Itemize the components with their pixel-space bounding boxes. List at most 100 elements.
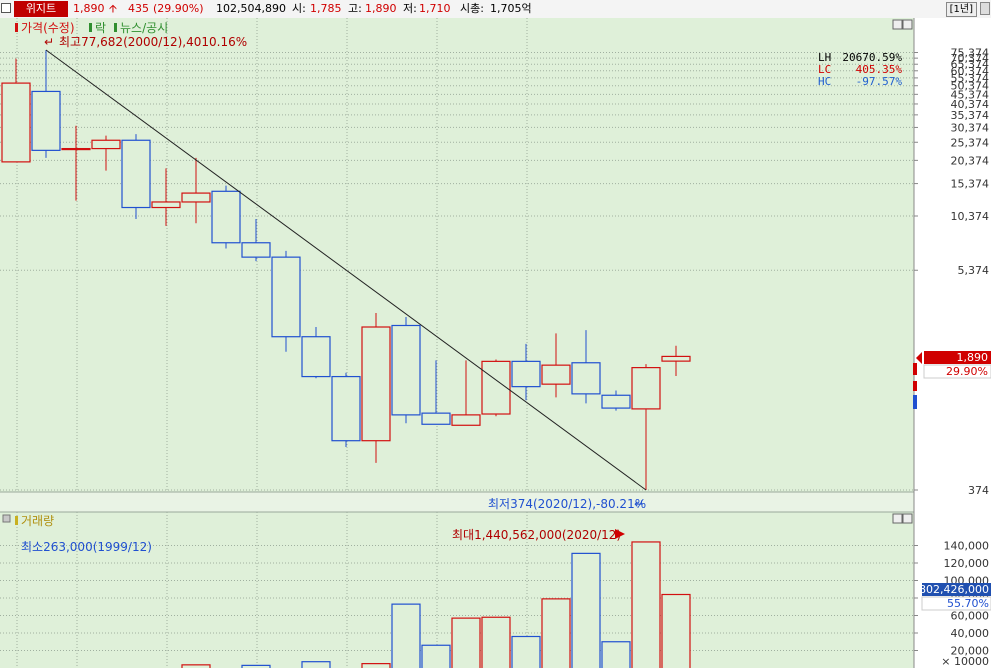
candle-body	[331, 375, 361, 442]
candle-body	[541, 364, 571, 385]
volume-bar	[601, 641, 631, 668]
price-tick-label: 65,374	[951, 58, 990, 71]
candle-body	[1, 82, 31, 163]
candle-body	[61, 147, 91, 151]
trend-line[interactable]	[45, 49, 647, 491]
volume-tick-label: 40,000	[951, 627, 990, 640]
volume-unit-label: × 10000	[941, 655, 989, 668]
candle-body	[421, 412, 451, 425]
price-legend-label[interactable]: 가격(수정)	[21, 21, 75, 35]
candle-body	[181, 192, 211, 203]
price-tick-label: 30,374	[951, 121, 990, 134]
candle-body	[241, 242, 271, 258]
volume-bar	[631, 541, 661, 668]
current-pct-tag	[923, 364, 991, 379]
volume-title[interactable]: 거래량	[21, 514, 54, 528]
period-dropdown-button[interactable]	[980, 2, 990, 15]
high-label: 고:	[348, 2, 362, 15]
volume-close-button[interactable]	[902, 513, 913, 524]
price-tick-label: 25,374	[951, 136, 990, 149]
price-tick-label: 50,374	[951, 80, 990, 93]
price-tick-label: 20,374	[951, 154, 990, 167]
candle-body	[661, 355, 691, 362]
current-volume-pct-tag	[921, 596, 991, 611]
hc-value: -97.57%	[856, 75, 903, 88]
volume-bar	[571, 552, 601, 668]
price-tick-label: 10,374	[951, 210, 990, 223]
volume-bar	[481, 616, 511, 668]
stock-header: 위지트 1,890 🡩 435 (29.90%) 102,504,890 시: …	[0, 0, 991, 19]
price-max-annotation: 최고77,682(2000/12),4010.16%	[59, 35, 247, 49]
volume-tick-label: 140,000	[944, 540, 990, 553]
candle-body	[631, 367, 661, 410]
candle-body	[451, 414, 481, 426]
candle-body	[91, 139, 121, 150]
volume-bar	[541, 598, 571, 668]
panel-maximize-button[interactable]	[892, 19, 903, 30]
lc-label: LC	[818, 63, 831, 76]
candle-body	[571, 362, 601, 395]
open-value: 1,785	[310, 2, 342, 15]
candle-body	[121, 139, 151, 209]
stock-chart: 75,37470,37465,37460,37455,37450,37445,3…	[0, 18, 991, 668]
price-tick-label: 55,374	[951, 72, 990, 85]
volume-legend-marker	[15, 516, 18, 525]
panel-close-button[interactable]	[902, 19, 913, 30]
candle-body	[271, 256, 301, 338]
candle-body	[301, 336, 331, 378]
axis-area	[914, 18, 991, 668]
volume-bar	[301, 661, 331, 668]
candle-body	[481, 360, 511, 415]
current-price-tag-text: 1,890	[957, 351, 989, 364]
mcap-label: 시총:	[460, 2, 484, 15]
current-price: 1,890	[73, 2, 105, 15]
news-legend-marker	[114, 23, 117, 32]
volume-min-annotation: 최소263,000(1999/12)	[21, 540, 152, 554]
volume-bar	[181, 664, 211, 668]
volume-panel-icon[interactable]	[2, 514, 11, 523]
lock-legend-marker	[89, 23, 92, 32]
volume-tick-label: 20,000	[951, 645, 990, 658]
hc-label: HC	[818, 75, 831, 88]
period-button[interactable]: [1년]	[945, 2, 977, 17]
candle-body	[361, 326, 391, 442]
volume-max-annotation: 최대1,440,562,000(2020/12)	[452, 528, 621, 542]
low-value: 1,710	[419, 2, 451, 15]
code-checkbox[interactable]	[1, 3, 11, 13]
volume-bar	[511, 635, 541, 668]
stock-name[interactable]: 위지트	[14, 1, 68, 17]
price-min-annotation: 최저374(2020/12),-80.21%	[488, 497, 646, 511]
up-arrow-icon: 🡩	[109, 2, 117, 15]
current-volume-tag	[922, 583, 991, 596]
open-label: 시:	[292, 2, 306, 15]
low-label: 저:	[403, 2, 417, 15]
current-volume-pct-tag-text: 55.70%	[947, 597, 989, 610]
volume-bar	[391, 603, 421, 668]
candle-body	[211, 190, 241, 244]
volume-bar	[421, 644, 451, 668]
change-value: 435	[128, 2, 149, 15]
price-max-arrow-icon: ↵	[44, 35, 54, 49]
current-volume-tag-text: 802,426,000	[919, 583, 989, 596]
price-tick-label: 45,374	[951, 88, 990, 101]
price-tick-label: 60,374	[951, 65, 990, 78]
volume-maximize-button[interactable]	[892, 513, 903, 524]
lock-legend-label[interactable]: 락	[95, 21, 106, 35]
price-min-arrow-icon: ↵	[634, 497, 644, 511]
candle-body	[391, 324, 421, 416]
panel-divider	[0, 492, 914, 512]
volume-bar	[361, 663, 391, 668]
volume-tick-label: 120,000	[944, 557, 990, 570]
price-tick-label: 15,374	[951, 178, 990, 191]
news-legend-label[interactable]: 뉴스/공시	[120, 21, 168, 35]
price-tick-label: 75,374	[951, 46, 990, 59]
price-tick-label: 5,374	[958, 264, 990, 277]
volume-bar	[451, 617, 481, 668]
lh-label: LH	[818, 51, 831, 64]
volume-max-arrow-icon	[615, 529, 625, 539]
candle-body	[31, 90, 61, 151]
high-value: 1,890	[365, 2, 397, 15]
volume-value: 102,504,890	[216, 2, 286, 15]
price-tick-label: 40,374	[951, 98, 990, 111]
price-scroll-marker	[913, 363, 917, 375]
